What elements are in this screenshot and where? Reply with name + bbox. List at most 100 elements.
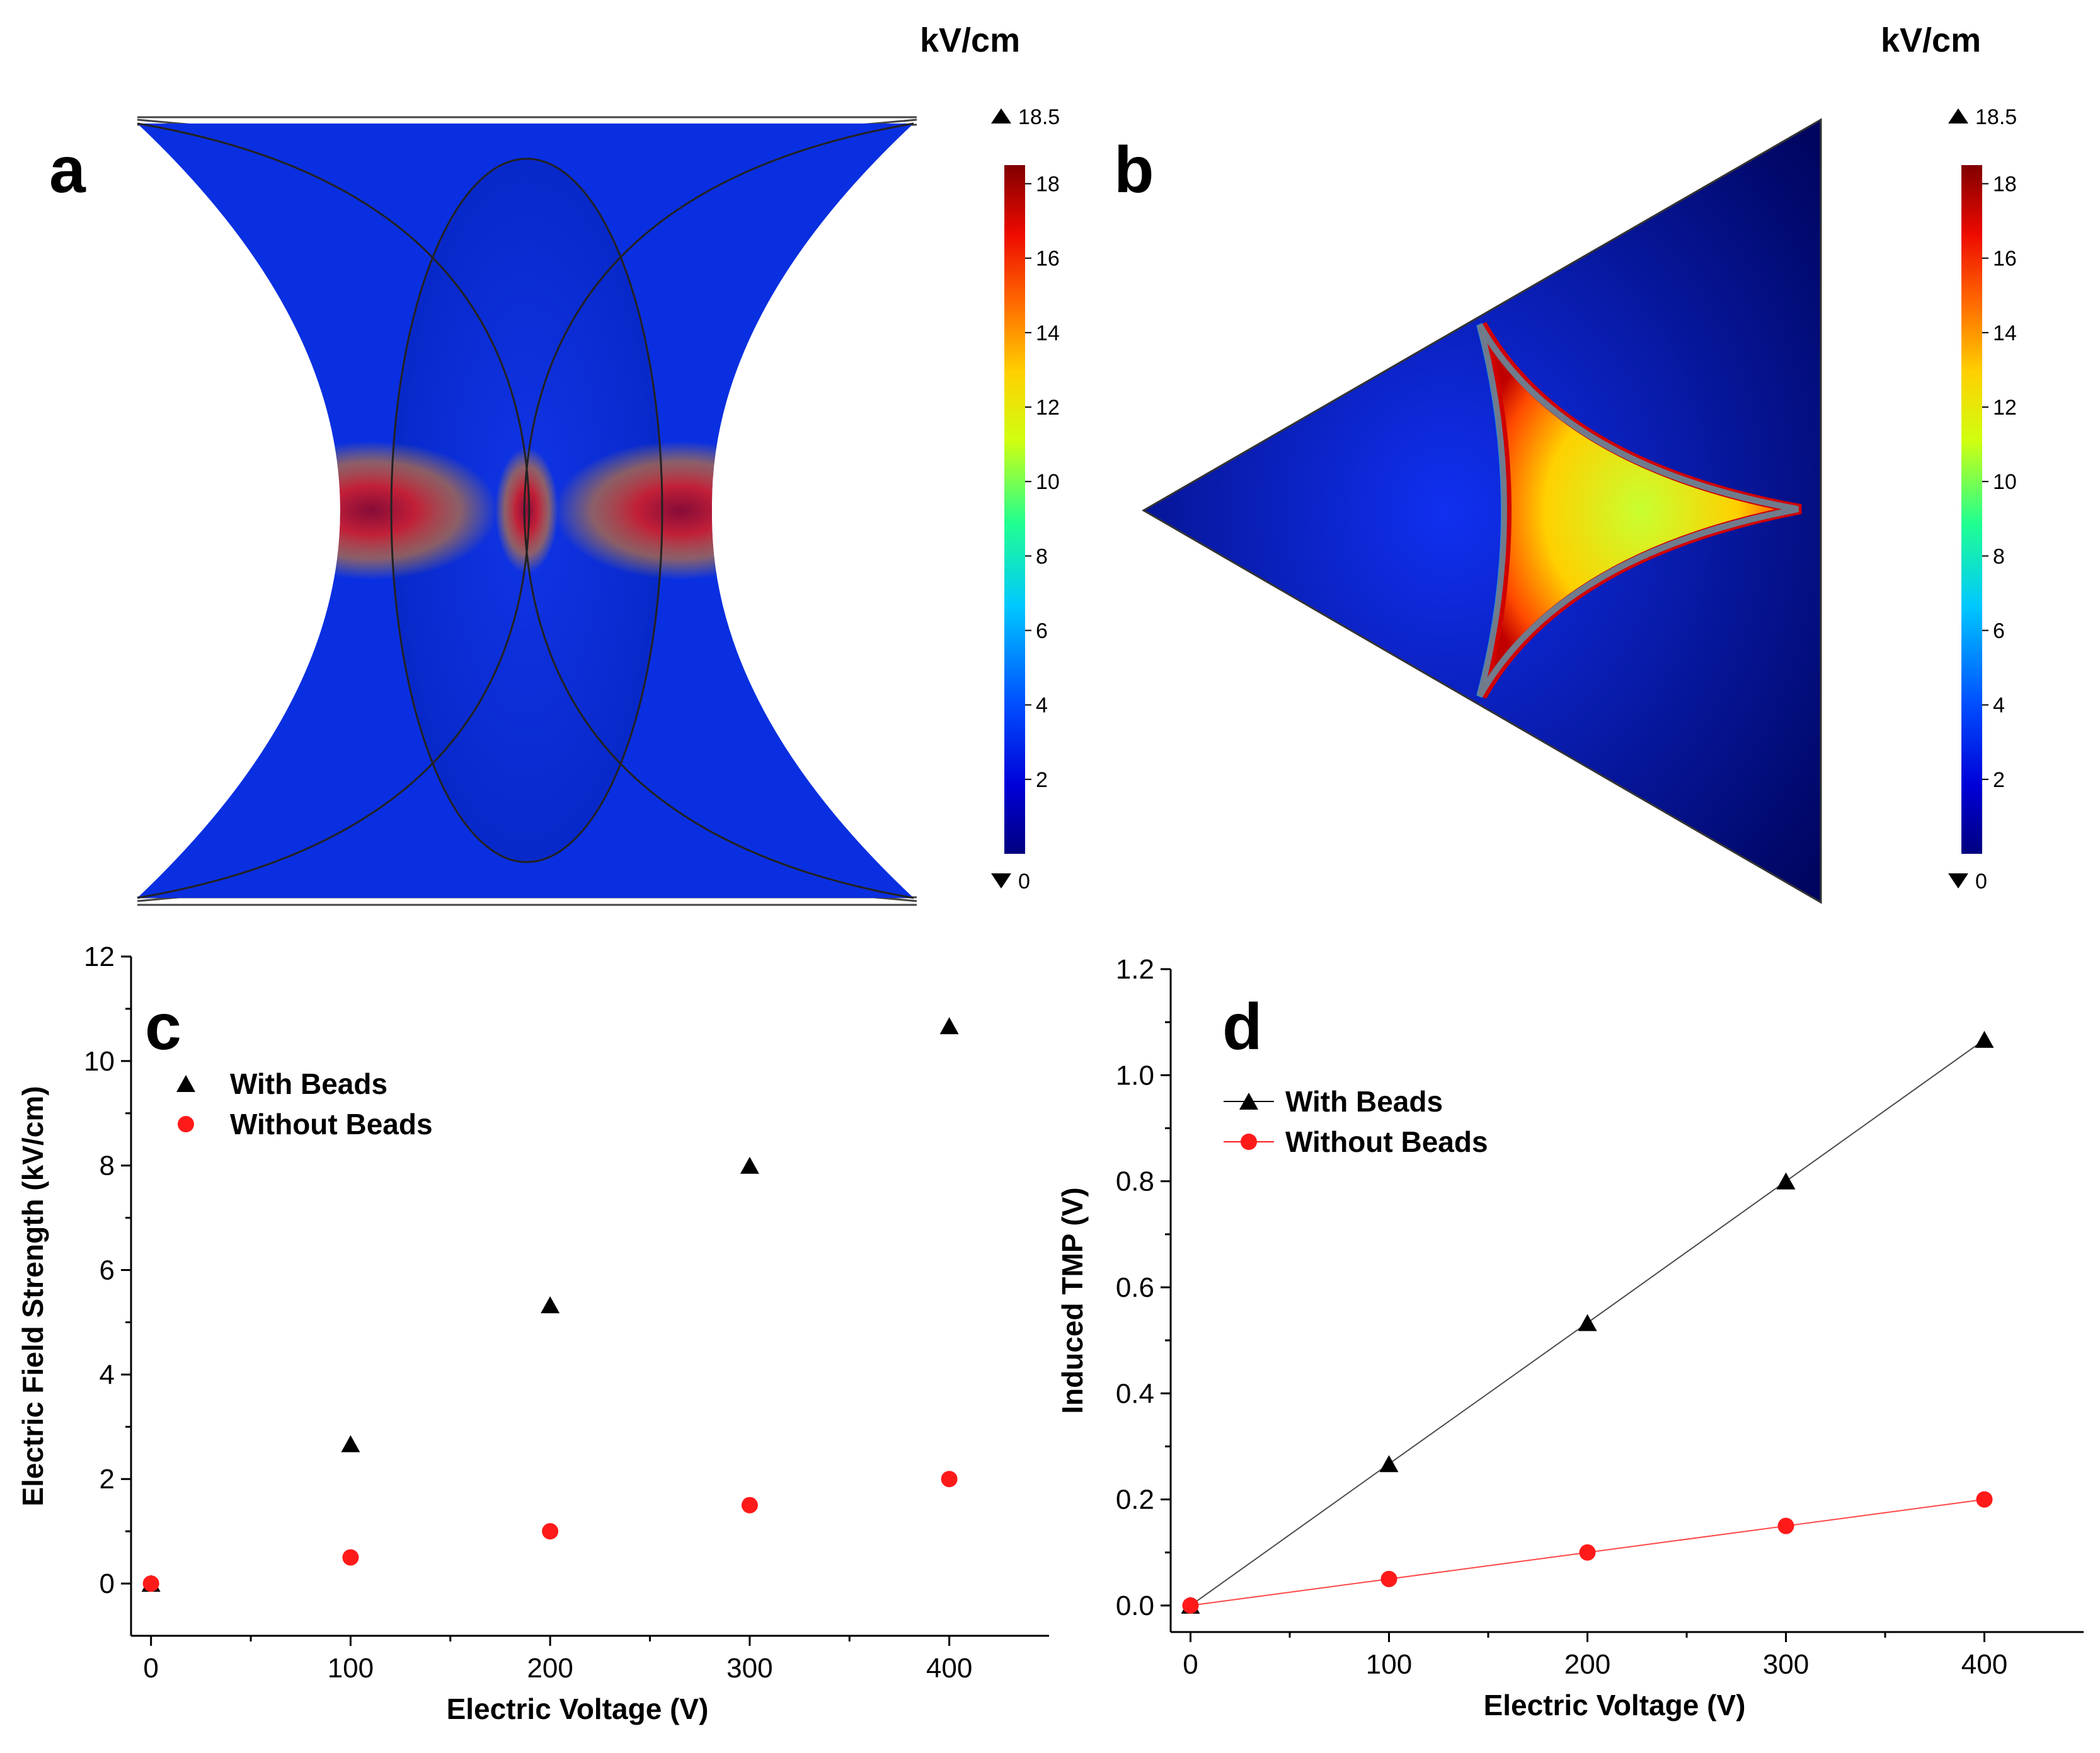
colorbar-tick-label: 16 — [1036, 247, 1060, 271]
data-point-without-beads — [342, 1549, 359, 1566]
panel-b-min-marker-label: 0 — [1975, 870, 1987, 894]
panel-a-colorbar-ticks: 2 4 6 8 10 12 14 16 18 — [1025, 173, 1060, 792]
y-tick-label: 8 — [100, 1151, 115, 1181]
data-point-with-beads — [939, 1017, 959, 1035]
chart-c: 0 100 200 300 400 0 2 4 6 8 10 12 Electric Voltage (… — [16, 941, 1049, 1725]
panel-a-max-marker-icon — [991, 108, 1011, 124]
colorbar-tick-label: 8 — [1036, 544, 1048, 568]
panel-a-colorbar-gradient — [1004, 165, 1025, 854]
legend-label: With Beads — [230, 1067, 387, 1100]
panel-a-min-marker-label: 0 — [1018, 870, 1030, 894]
panel-a-colorbar: 18.5 0 2 4 6 8 10 12 14 16 18 — [991, 105, 1060, 894]
y-tick-label: 0.0 — [1116, 1590, 1154, 1621]
data-point-without-beads — [741, 1497, 758, 1514]
data-point-without-beads — [1182, 1597, 1199, 1614]
legend-marker-triangle — [176, 1075, 195, 1092]
y-tick-label: 0.8 — [1116, 1166, 1154, 1197]
data-point-with-beads — [1776, 1172, 1796, 1190]
series-with-beads — [141, 1017, 959, 1592]
y-tick-label: 0.4 — [1116, 1378, 1154, 1409]
y-tick-label: 10 — [84, 1046, 115, 1077]
y-tick-label: 12 — [84, 941, 115, 972]
panel-b-unit: kV/cm — [1881, 21, 1981, 59]
legend-label: Without Beads — [1285, 1125, 1488, 1158]
data-point-without-beads — [1579, 1544, 1596, 1561]
panel-b-colorbar: 18.5 0 2 4 6 8 10 12 14 16 18 — [1948, 105, 2017, 894]
data-point-without-beads — [1777, 1517, 1794, 1534]
legend: With Beads Without Beads — [176, 1067, 433, 1141]
colorbar-tick-label: 18 — [1993, 173, 2017, 197]
panel-a-unit: kV/cm — [920, 21, 1020, 59]
data-point-with-beads — [1975, 1030, 1994, 1048]
legend-marker-circle — [178, 1116, 194, 1132]
colorbar-tick-label: 4 — [1993, 694, 2005, 718]
series-without-beads — [142, 1471, 958, 1592]
y-tick-label: 4 — [100, 1359, 115, 1390]
x-tick-label: 100 — [328, 1653, 374, 1684]
y-tick-label: 0.6 — [1116, 1272, 1154, 1303]
legend-label: Without Beads — [230, 1108, 433, 1141]
panel-b: b kV/cm 18.5 0 2 4 6 8 10 12 14 16 18 — [1114, 21, 2017, 904]
legend-marker-triangle — [1239, 1093, 1258, 1110]
x-tick-label: 200 — [1564, 1649, 1610, 1680]
panel-a-field-map — [137, 124, 914, 898]
data-point-without-beads — [542, 1523, 559, 1540]
y-tick-label: 2 — [100, 1464, 115, 1495]
x-tick-label: 0 — [143, 1653, 158, 1684]
data-point-with-beads — [541, 1296, 560, 1314]
legend-marker-circle — [1241, 1134, 1257, 1150]
series-with-beads — [1181, 1030, 1994, 1614]
colorbar-tick-label: 2 — [1993, 768, 2005, 792]
panel-b-field-map — [1144, 120, 1821, 902]
colorbar-tick-label: 4 — [1036, 694, 1048, 718]
colorbar-tick-label: 12 — [1036, 396, 1060, 420]
chart-d: 0 100 200 300 400 0.0 0.2 0.4 0.6 0.8 1.0 1.2 Electr… — [1056, 954, 2084, 1721]
colorbar-tick-label: 18 — [1036, 173, 1060, 197]
data-point-with-beads — [341, 1435, 360, 1452]
colorbar-tick-label: 6 — [1036, 619, 1048, 643]
panel-a-letter: a — [49, 134, 86, 207]
x-axis-label: Electric Voltage (V) — [1484, 1689, 1746, 1721]
colorbar-tick-label: 10 — [1993, 470, 2017, 494]
colorbar-tick-label: 14 — [1036, 321, 1060, 345]
data-point-with-beads — [1578, 1314, 1597, 1331]
y-axis-label: Induced TMP (V) — [1056, 1187, 1089, 1414]
x-tick-label: 300 — [726, 1653, 772, 1684]
panel-b-min-marker-icon — [1948, 873, 1968, 888]
y-tick-label: 1.0 — [1116, 1060, 1154, 1091]
legend-label: With Beads — [1285, 1085, 1443, 1118]
series-without-beads — [1182, 1491, 1993, 1614]
data-point-with-beads — [1379, 1455, 1399, 1473]
colorbar-tick-label: 2 — [1036, 768, 1048, 792]
colorbar-tick-label: 14 — [1993, 321, 2017, 345]
panel-b-outline — [1142, 118, 1822, 904]
panel-c-letter: c — [145, 991, 181, 1064]
colorbar-tick-label: 16 — [1993, 247, 2017, 271]
panel-b-max-marker-label: 18.5 — [1975, 105, 2017, 129]
panel-d: d 0 100 200 300 400 0.0 0.2 0.4 0.6 0.8 1.0 1.2 Elec… — [1056, 954, 2084, 1721]
x-tick-label: 400 — [1961, 1649, 2007, 1680]
x-tick-label: 400 — [926, 1653, 972, 1684]
data-point-without-beads — [941, 1471, 958, 1488]
panel-c: c 0 100 200 300 400 0 2 4 6 8 10 12 Electric Voltage… — [16, 941, 1049, 1725]
panel-a: a kV/cm — [49, 21, 1060, 906]
panel-a-bead-outlines — [137, 122, 914, 899]
data-point-without-beads — [142, 1575, 159, 1592]
colorbar-tick-label: 6 — [1993, 619, 2005, 643]
data-point-with-beads — [740, 1156, 759, 1174]
panel-d-letter: d — [1222, 991, 1263, 1064]
panel-b-colorbar-gradient — [1961, 165, 1982, 854]
panel-a-min-marker-icon — [991, 873, 1011, 888]
y-tick-label: 1.2 — [1116, 954, 1154, 985]
colorbar-tick-label: 8 — [1993, 544, 2005, 568]
x-tick-label: 100 — [1366, 1649, 1412, 1680]
y-tick-label: 6 — [100, 1255, 115, 1286]
data-point-without-beads — [1380, 1570, 1397, 1587]
x-tick-label: 0 — [1183, 1649, 1198, 1680]
colorbar-tick-label: 12 — [1993, 396, 2017, 420]
y-tick-label: 0.2 — [1116, 1485, 1154, 1515]
panel-a-max-marker-label: 18.5 — [1018, 105, 1060, 129]
data-point-without-beads — [1976, 1491, 1993, 1508]
panel-b-max-marker-icon — [1948, 108, 1968, 124]
